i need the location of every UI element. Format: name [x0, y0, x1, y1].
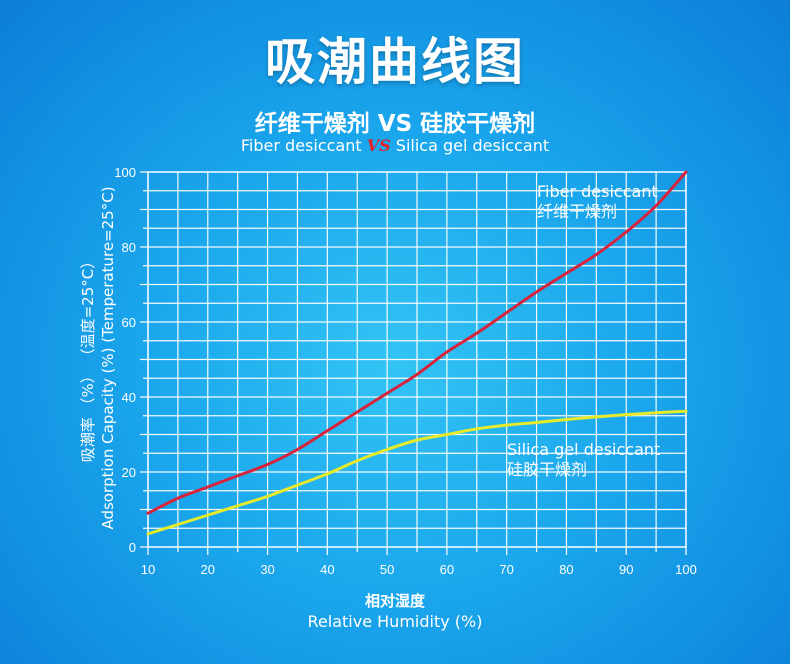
fiber-label-cn: 纤维干燥剂	[537, 202, 618, 221]
x-tick-label: 40	[320, 562, 334, 577]
x-axis-label-en: Relative Humidity (%)	[307, 612, 483, 631]
x-tick-label: 60	[440, 562, 454, 577]
x-tick-label: 30	[260, 562, 274, 577]
x-tick-label: 20	[201, 562, 215, 577]
subtitle-en-vs: VS	[366, 136, 391, 155]
silica-curve-label: Silica gel desiccant 硅胶干燥剂	[507, 440, 660, 480]
y-tick-label: 20	[122, 465, 136, 480]
x-tick-label: 50	[380, 562, 394, 577]
x-axis-label-cn: 相对湿度	[364, 592, 425, 610]
x-tick-label: 80	[559, 562, 573, 577]
fiber-label-en: Fiber desiccant	[537, 182, 658, 201]
x-tick-label: 90	[619, 562, 633, 577]
series-lines	[146, 170, 688, 536]
silica-gel-line	[146, 409, 688, 536]
y-tick-label: 100	[114, 165, 136, 180]
silica-label-cn: 硅胶干燥剂	[507, 460, 588, 479]
y-tick-label: 0	[129, 540, 136, 555]
y-tick-label: 80	[122, 240, 136, 255]
silica-label-en: Silica gel desiccant	[507, 440, 661, 459]
y-tick-label: 40	[122, 390, 136, 405]
y-axis-label-en: Adsorption Capacity (%) (Temperature=25°…	[99, 186, 117, 530]
y-tick-label: 60	[122, 315, 136, 330]
y-axis-label-cn: 吸潮率 （%） （温度=25°C）	[79, 253, 97, 463]
subtitle-en-right: Silica gel desiccant	[395, 136, 550, 155]
y-axis-label: 吸潮率 （%） （温度=25°C） Adsorption Capacity (%…	[78, 186, 118, 529]
subtitle-en: Fiber desiccant VS Silica gel desiccant	[0, 136, 790, 155]
fiber-desiccant-line	[146, 170, 688, 515]
fiber-curve-label: Fiber desiccant 纤维干燥剂	[537, 182, 658, 222]
x-tick-label: 10	[141, 562, 155, 577]
x-tick-label: 100	[675, 562, 697, 577]
subtitle-cn: 纤维干燥剂 VS 硅胶干燥剂	[254, 111, 536, 137]
subtitle-en-left: Fiber desiccant	[240, 136, 362, 155]
x-tick-label: 70	[499, 562, 513, 577]
chart-title: 吸潮曲线图	[265, 32, 525, 91]
grid	[147, 171, 687, 548]
ticks: 0 20 40 60 80 100 10 20 30 40 50 60 70 80 90 100	[114, 165, 697, 577]
